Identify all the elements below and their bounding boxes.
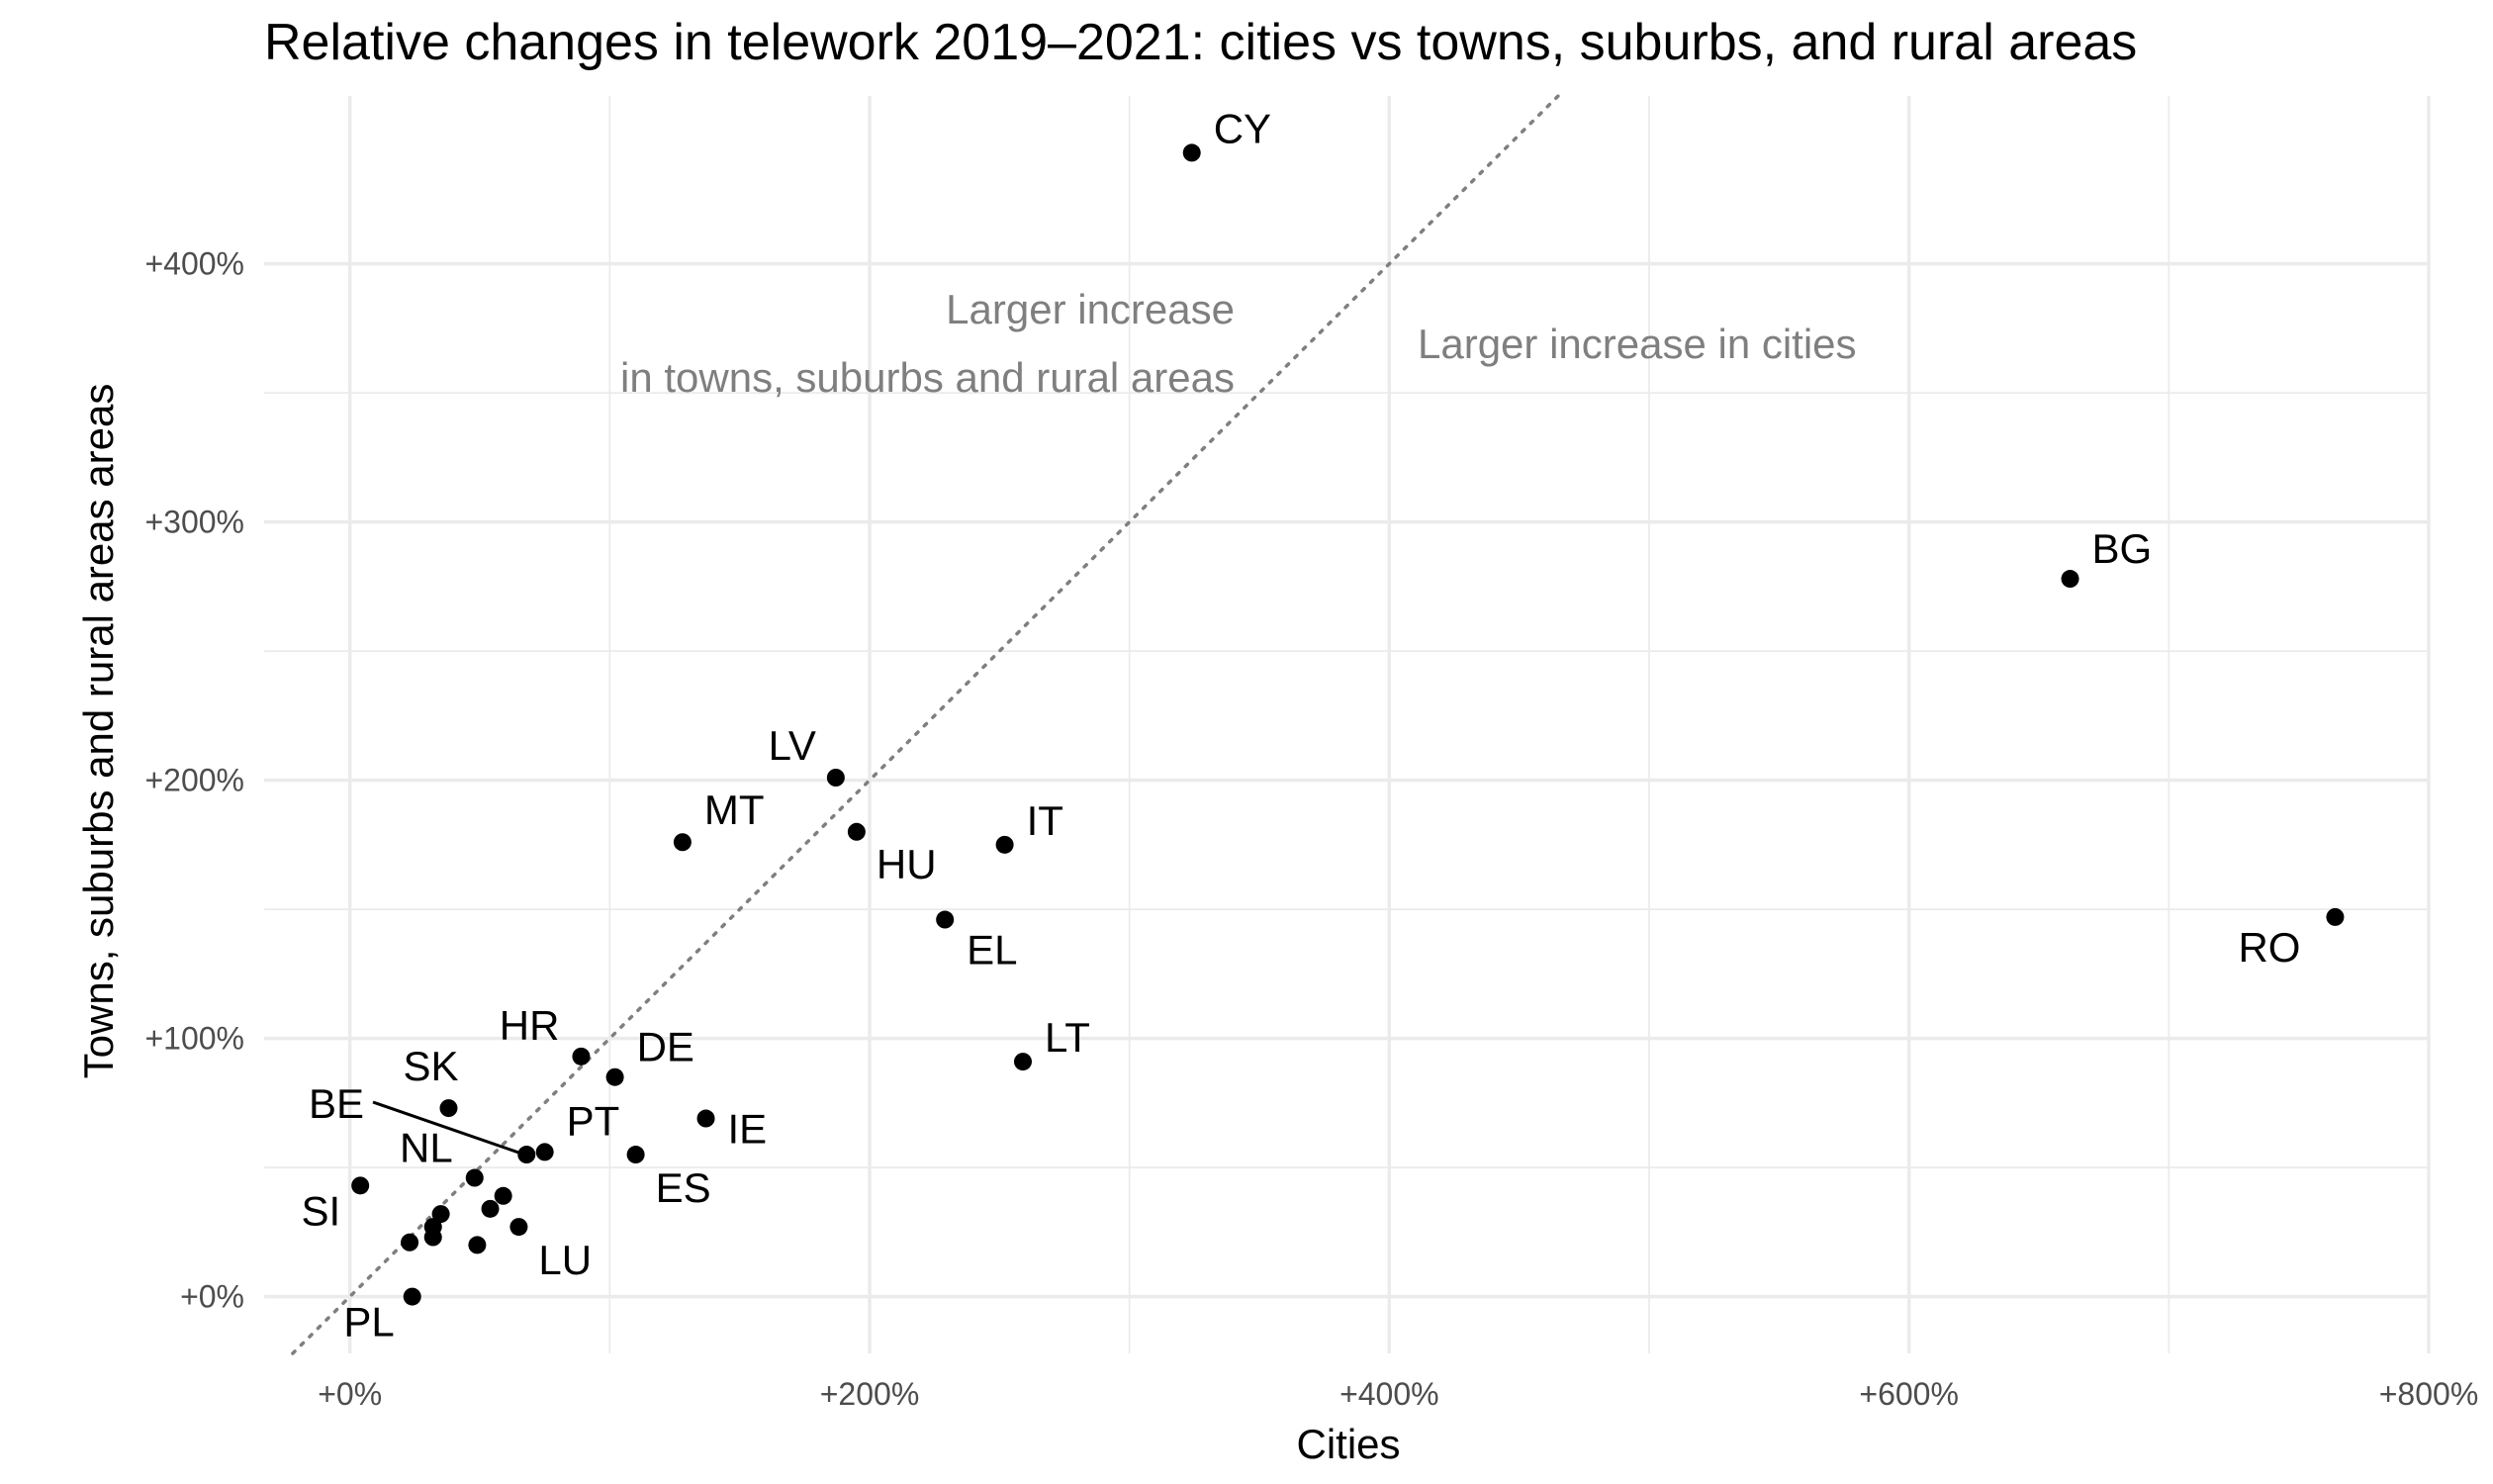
y-tick-label: +100%	[144, 1021, 244, 1057]
y-tick-label: +400%	[144, 246, 244, 282]
data-point	[468, 1236, 487, 1254]
point-label-be: BE	[309, 1080, 364, 1127]
point-label-ro: RO	[2238, 924, 2300, 971]
point-label-pl: PL	[343, 1299, 394, 1345]
data-point-ro	[2326, 907, 2345, 926]
data-point-it	[995, 835, 1014, 854]
data-point-hr	[572, 1047, 591, 1066]
data-point-el	[936, 910, 955, 929]
annotation-cities-larger: Larger increase in cities	[1418, 321, 1857, 367]
y-tick-label: +300%	[144, 505, 244, 540]
chart-title: Relative changes in telework 2019–2021: …	[264, 14, 2137, 71]
point-label-nl: NL	[400, 1125, 453, 1171]
point-labels: CY BG RO LV HU MT IT EL LT HR DE SK IE PT BE ES NL SI LU PL	[301, 105, 2300, 1345]
point-label-hu: HU	[877, 841, 937, 887]
point-label-ie: IE	[728, 1106, 768, 1153]
data-point-bg	[2061, 570, 2079, 589]
y-axis-title: Towns, suburbs and rural areas areas	[75, 384, 122, 1079]
data-point-nl	[465, 1168, 484, 1187]
data-point-lt	[1013, 1053, 1032, 1071]
annotation-line: Larger increase	[946, 286, 1235, 332]
point-label-pt: PT	[567, 1097, 620, 1144]
data-point-lv	[826, 769, 845, 788]
data-point	[494, 1186, 512, 1205]
data-point-be	[517, 1146, 536, 1164]
data-point-pl	[403, 1287, 421, 1306]
point-label-lv: LV	[769, 722, 816, 769]
point-label-sk: SK	[403, 1043, 458, 1089]
point-label-bg: BG	[2092, 525, 2153, 572]
y-tick-label: +0%	[180, 1279, 244, 1315]
point-label-lu: LU	[538, 1237, 592, 1283]
x-axis-title: Cities	[1296, 1421, 1400, 1467]
y-tick-label: +200%	[144, 763, 244, 798]
annotation-towns-larger: Larger increase in towns, suburbs and rur…	[620, 286, 1235, 401]
point-label-de: DE	[637, 1024, 694, 1070]
point-label-lt: LT	[1045, 1014, 1090, 1061]
data-point-de	[605, 1067, 624, 1086]
point-label-it: IT	[1027, 797, 1063, 844]
data-point-lu	[509, 1218, 528, 1237]
x-tick-label: +600%	[1859, 1376, 1959, 1412]
data-point	[423, 1228, 442, 1247]
data-point-ie	[696, 1109, 715, 1128]
x-tick-label: +200%	[820, 1376, 920, 1412]
data-point-es	[626, 1146, 645, 1164]
data-point-cy	[1182, 143, 1201, 162]
point-label-hr: HR	[500, 1002, 560, 1049]
point-label-mt: MT	[704, 787, 765, 833]
data-point-sk	[439, 1099, 458, 1118]
data-points	[351, 143, 2345, 1306]
identity-line	[291, 94, 1560, 1355]
point-label-cy: CY	[1214, 105, 1271, 151]
grid-lines	[264, 96, 2431, 1353]
point-label-el: EL	[967, 927, 1017, 974]
x-tick-label: +0%	[318, 1376, 382, 1412]
be-leader-line	[372, 1100, 525, 1157]
annotation-line: in towns, suburbs and rural areas	[620, 354, 1235, 401]
data-point-si	[351, 1176, 370, 1195]
region-annotations: Larger increase in towns, suburbs and rur…	[620, 286, 1857, 401]
data-point-pt	[535, 1143, 554, 1161]
label-leader-lines	[372, 1100, 525, 1157]
point-label-si: SI	[301, 1187, 340, 1234]
x-tick-label: +800%	[2379, 1376, 2479, 1412]
axis-tick-labels: +0% +200% +400% +600% +800% +0% +100% +200% +300…	[144, 246, 2478, 1412]
data-point-hu	[847, 822, 866, 841]
point-label-es: ES	[656, 1164, 711, 1211]
x-tick-label: +400%	[1339, 1376, 1439, 1412]
data-point	[481, 1199, 500, 1218]
data-point-mt	[673, 833, 692, 852]
identity-reference-line	[291, 94, 1560, 1355]
data-point	[431, 1205, 450, 1224]
data-point	[401, 1233, 419, 1252]
